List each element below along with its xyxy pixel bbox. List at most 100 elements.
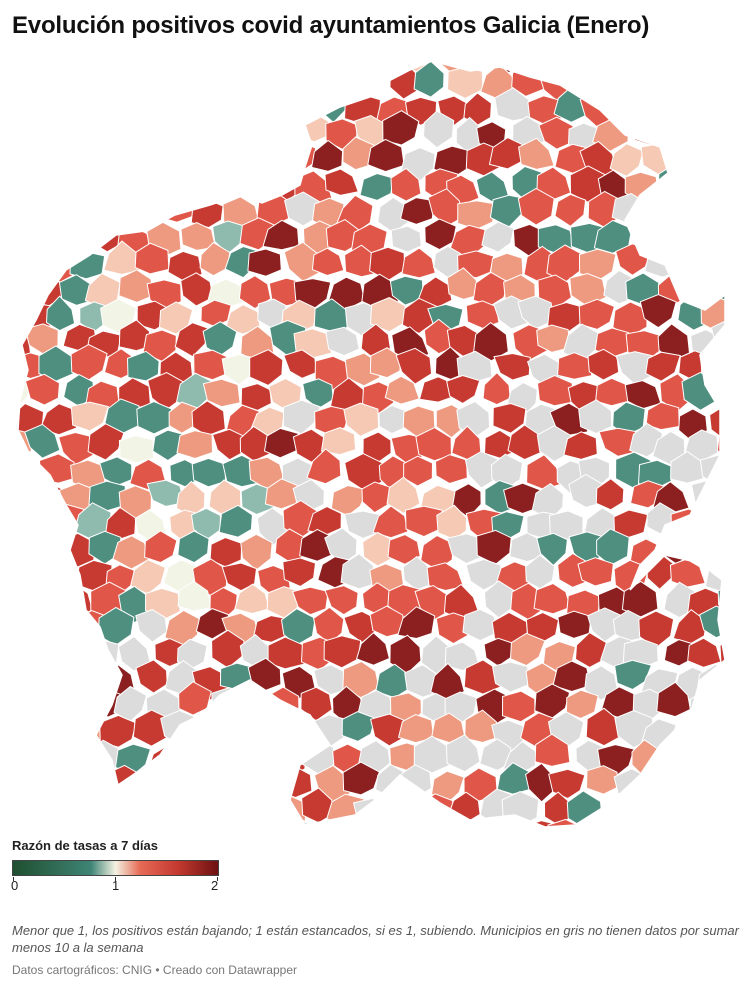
municipality-area bbox=[24, 223, 58, 261]
municipality-area bbox=[464, 709, 500, 744]
municipality-area bbox=[749, 121, 756, 152]
municipality-area bbox=[211, 162, 244, 197]
municipality-area bbox=[161, 61, 195, 71]
municipality-area bbox=[614, 659, 653, 691]
municipality-area bbox=[719, 484, 725, 517]
municipality-area bbox=[249, 349, 284, 386]
municipality-area bbox=[0, 501, 13, 535]
municipality-area bbox=[716, 375, 725, 410]
municipality-area bbox=[18, 687, 31, 724]
municipality-area bbox=[731, 766, 756, 796]
municipality-area bbox=[696, 663, 725, 702]
municipality-area bbox=[157, 142, 197, 175]
municipality-area bbox=[253, 61, 286, 74]
municipality-area bbox=[254, 140, 286, 178]
municipality-area bbox=[733, 200, 756, 232]
municipality-area bbox=[179, 164, 214, 198]
municipality-area bbox=[403, 822, 441, 827]
municipality-area bbox=[51, 165, 90, 199]
municipality-area bbox=[386, 476, 421, 514]
municipality-area bbox=[18, 220, 35, 252]
municipality-area bbox=[18, 61, 22, 71]
municipality-area bbox=[381, 792, 420, 827]
municipality-area bbox=[24, 423, 61, 459]
municipality-area bbox=[577, 557, 614, 587]
municipality-area bbox=[319, 822, 351, 827]
municipality-area bbox=[127, 92, 165, 123]
municipality-area bbox=[465, 558, 502, 591]
municipality-area bbox=[306, 448, 342, 485]
municipality-area bbox=[631, 796, 662, 827]
municipality-area bbox=[235, 734, 270, 774]
municipality-area bbox=[267, 119, 302, 154]
municipality-area bbox=[585, 765, 619, 795]
municipality-area bbox=[509, 632, 546, 667]
municipality-area bbox=[369, 813, 408, 827]
municipality-area bbox=[0, 376, 3, 413]
municipality-area bbox=[446, 374, 481, 404]
municipality-area bbox=[404, 505, 443, 538]
municipality-area bbox=[179, 789, 214, 823]
municipality-area bbox=[644, 243, 681, 278]
municipality-area bbox=[18, 637, 37, 671]
municipality-area bbox=[193, 349, 230, 381]
municipality-area bbox=[403, 455, 434, 487]
municipality-area bbox=[18, 86, 47, 123]
municipality-area bbox=[638, 818, 674, 827]
municipality-area bbox=[0, 767, 14, 799]
municipality-area bbox=[737, 616, 756, 644]
municipality-area bbox=[668, 817, 704, 827]
municipality-area bbox=[729, 55, 756, 72]
municipality-area bbox=[563, 431, 598, 460]
municipality-area bbox=[76, 818, 109, 827]
municipality-area bbox=[737, 142, 756, 179]
municipality-area bbox=[135, 659, 168, 694]
municipality-area bbox=[479, 738, 513, 771]
legend-tick-2 bbox=[217, 877, 218, 881]
municipality-area bbox=[0, 617, 15, 647]
municipality-area bbox=[38, 553, 77, 588]
municipality-area bbox=[18, 136, 48, 174]
municipality-area bbox=[645, 401, 680, 431]
legend-label-1: 1 bbox=[112, 878, 120, 893]
municipality-area bbox=[578, 298, 616, 330]
municipality-area bbox=[192, 91, 227, 125]
municipality-area bbox=[324, 585, 359, 616]
municipality-area bbox=[155, 63, 187, 98]
municipality-area bbox=[71, 143, 108, 173]
municipality-area bbox=[706, 713, 725, 746]
municipality-area bbox=[306, 61, 342, 71]
municipality-area bbox=[33, 173, 68, 203]
municipality-area bbox=[188, 766, 226, 800]
municipality-area bbox=[493, 352, 531, 381]
municipality-area bbox=[629, 422, 663, 458]
municipality-area bbox=[444, 641, 480, 672]
municipality-area bbox=[0, 792, 2, 822]
municipality-area bbox=[611, 192, 646, 225]
municipality-area bbox=[422, 110, 455, 149]
municipality-area bbox=[595, 478, 625, 511]
municipality-area bbox=[158, 192, 197, 223]
municipality-area bbox=[220, 713, 260, 752]
municipality-area bbox=[131, 767, 166, 803]
municipality-area bbox=[462, 608, 499, 642]
municipality-area bbox=[389, 275, 424, 306]
municipality-area bbox=[58, 640, 97, 672]
municipality-area bbox=[658, 739, 695, 771]
municipality-area bbox=[165, 767, 198, 800]
source-credit: Datos cartográficos: CNIG • Creado con D… bbox=[12, 963, 297, 977]
municipality-area bbox=[554, 193, 587, 227]
municipality-area bbox=[686, 529, 721, 564]
municipality-area bbox=[81, 638, 120, 672]
municipality-area bbox=[221, 562, 258, 592]
municipality-area bbox=[0, 684, 2, 717]
municipality-area bbox=[736, 666, 756, 697]
municipality-area bbox=[177, 746, 213, 780]
municipality-area bbox=[263, 427, 299, 459]
municipality-area bbox=[247, 248, 282, 277]
municipality-area bbox=[126, 350, 160, 382]
municipality-area bbox=[0, 92, 14, 121]
municipality-area bbox=[46, 661, 83, 703]
municipality-area bbox=[198, 816, 230, 827]
municipality-area bbox=[18, 510, 51, 540]
